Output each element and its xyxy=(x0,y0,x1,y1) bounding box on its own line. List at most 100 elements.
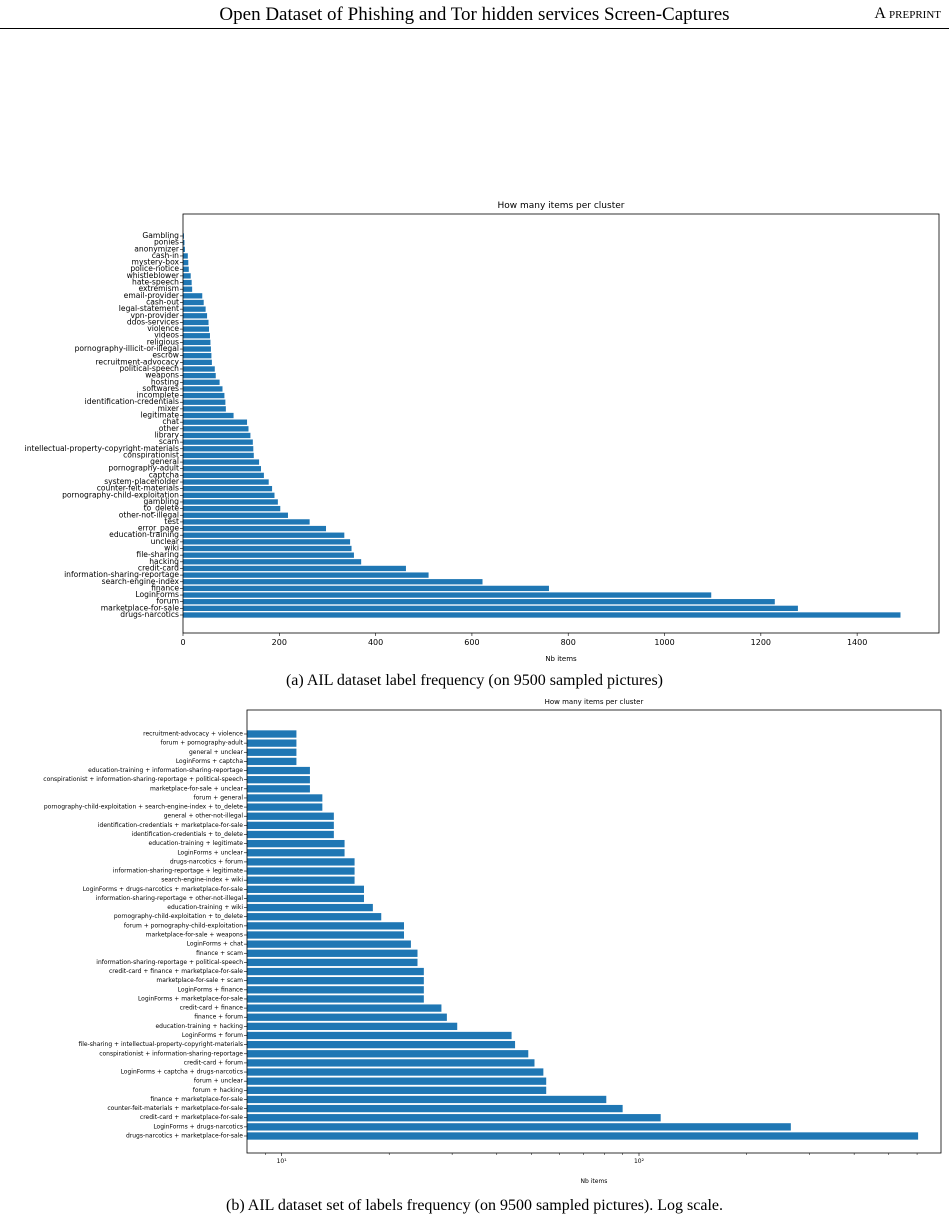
y-tick-label: whistleblower xyxy=(127,271,180,280)
bar xyxy=(247,1040,516,1049)
bar xyxy=(247,1022,458,1031)
y-tick-label: search-engine-index xyxy=(102,577,180,586)
y-tick-label: escrow xyxy=(152,351,179,360)
y-tick-label: ddos-services xyxy=(127,317,179,326)
y-tick-label: anonymizer xyxy=(134,244,180,253)
x-tick-label: 200 xyxy=(272,638,287,647)
bar xyxy=(183,552,354,558)
y-tick-label: marketplace-for-sale + scam xyxy=(156,977,243,984)
bar xyxy=(247,730,297,738)
y-tick-label: education-training + wiki xyxy=(167,904,243,911)
y-tick-label: forum + pornography-adult xyxy=(160,740,243,747)
bar xyxy=(183,399,226,405)
y-tick-label: education-training + legitimate xyxy=(149,840,244,847)
x-tick-label: 1200 xyxy=(751,638,771,647)
y-tick-label: system-placeholder xyxy=(104,477,180,486)
bar xyxy=(247,1077,547,1085)
y-tick-label: softwares xyxy=(142,384,179,393)
bar xyxy=(247,913,382,921)
y-tick-label: drugs-narcotics + marketplace-for-sale xyxy=(126,1133,243,1140)
bar xyxy=(247,785,310,793)
y-tick-label: general xyxy=(150,457,179,466)
caption-a: (a) AIL dataset label frequency (on 9500… xyxy=(285,672,664,689)
bar xyxy=(183,333,210,339)
bar xyxy=(247,803,323,811)
y-tick-label: test xyxy=(164,517,179,526)
chart-title: How many items per cluster xyxy=(545,698,644,706)
bar xyxy=(247,1104,623,1113)
y-tick-label: finance + forum xyxy=(194,1014,243,1021)
y-tick-label: drugs-narcotics xyxy=(120,610,179,619)
bar xyxy=(183,545,352,552)
bar xyxy=(183,492,275,498)
y-tick-label: LoginForms + captcha xyxy=(176,758,244,765)
bar xyxy=(183,512,288,518)
y-tick-label: religious xyxy=(147,337,179,346)
y-tick-label: library xyxy=(155,430,180,439)
bar xyxy=(247,1059,535,1067)
bar xyxy=(183,565,406,572)
bar xyxy=(247,849,345,857)
bar xyxy=(183,459,260,465)
x-tick-label: 600 xyxy=(464,638,479,647)
y-tick-label: LoginForms + chat xyxy=(187,941,244,948)
bar xyxy=(183,259,189,266)
y-tick-label: LoginForms + forum xyxy=(182,1032,243,1039)
y-tick-label: violence xyxy=(147,324,179,333)
y-tick-label: file-sharing + intellectual-property-cop… xyxy=(78,1041,243,1048)
bar xyxy=(247,1004,442,1012)
bar xyxy=(247,821,334,830)
y-tick-label: hate-speech xyxy=(132,278,179,287)
bar xyxy=(183,426,249,432)
y-tick-label: LoginForms + unclear xyxy=(177,849,243,856)
bar xyxy=(183,579,483,585)
bar xyxy=(247,986,424,994)
bar xyxy=(183,599,775,605)
x-tick-label: 1000 xyxy=(654,638,674,647)
bar xyxy=(247,830,334,839)
y-tick-label: education-training + hacking xyxy=(155,1023,243,1030)
bar xyxy=(183,479,269,485)
y-tick-label: LoginForms + drugs-narcotics + marketpla… xyxy=(83,886,244,893)
y-tick-label: other xyxy=(159,424,180,433)
bar xyxy=(183,406,226,412)
y-tick-label: credit-card + finance + marketplace-for-… xyxy=(109,968,243,975)
bar xyxy=(183,326,210,332)
bar xyxy=(247,1086,547,1094)
bar xyxy=(247,794,323,802)
y-tick-label: conspirationist + information-sharing-re… xyxy=(43,776,243,783)
bar xyxy=(183,559,362,565)
bar xyxy=(183,419,248,425)
bar xyxy=(247,940,411,948)
label-set-frequency-chart: How many items per cluster 10¹ 10² recrui… xyxy=(43,698,942,1185)
bar xyxy=(183,446,254,452)
y-tick-label: general + unclear xyxy=(189,749,244,756)
y-tick-label: forum + pornography-child-exploitation xyxy=(124,922,243,929)
y-tick-label: LoginForms + captcha + drugs-narcotics xyxy=(121,1069,243,1076)
y-tick-label: marketplace-for-sale + weapons xyxy=(146,932,243,939)
bar xyxy=(183,372,216,379)
bar xyxy=(183,286,193,292)
bar xyxy=(183,439,253,445)
x-tick-label: 800 xyxy=(561,638,576,647)
bar xyxy=(183,379,220,385)
y-tick-label: counter-feit-materials + marketplace-for… xyxy=(107,1105,243,1112)
bar xyxy=(183,233,184,239)
y-tick-label: pornography-child-exploitation xyxy=(62,490,179,499)
bar xyxy=(247,967,424,976)
bar xyxy=(247,1132,919,1140)
bar xyxy=(183,299,204,306)
bar xyxy=(247,1095,607,1104)
y-tick-label: finance xyxy=(151,583,179,592)
bar xyxy=(183,592,712,598)
y-tick-label: captcha xyxy=(149,470,179,479)
x-tick-label: 1400 xyxy=(847,638,867,647)
page-header: Open Dataset of Phishing and Tor hidden … xyxy=(0,0,949,29)
bar xyxy=(183,359,212,365)
chart-title: How many items per cluster xyxy=(498,201,625,211)
bar xyxy=(183,519,310,525)
y-tick-label: ponies xyxy=(154,238,179,247)
bar xyxy=(247,1114,661,1122)
y-tick-label: legitimate xyxy=(141,411,180,420)
y-tick-label: hacking xyxy=(149,557,179,566)
